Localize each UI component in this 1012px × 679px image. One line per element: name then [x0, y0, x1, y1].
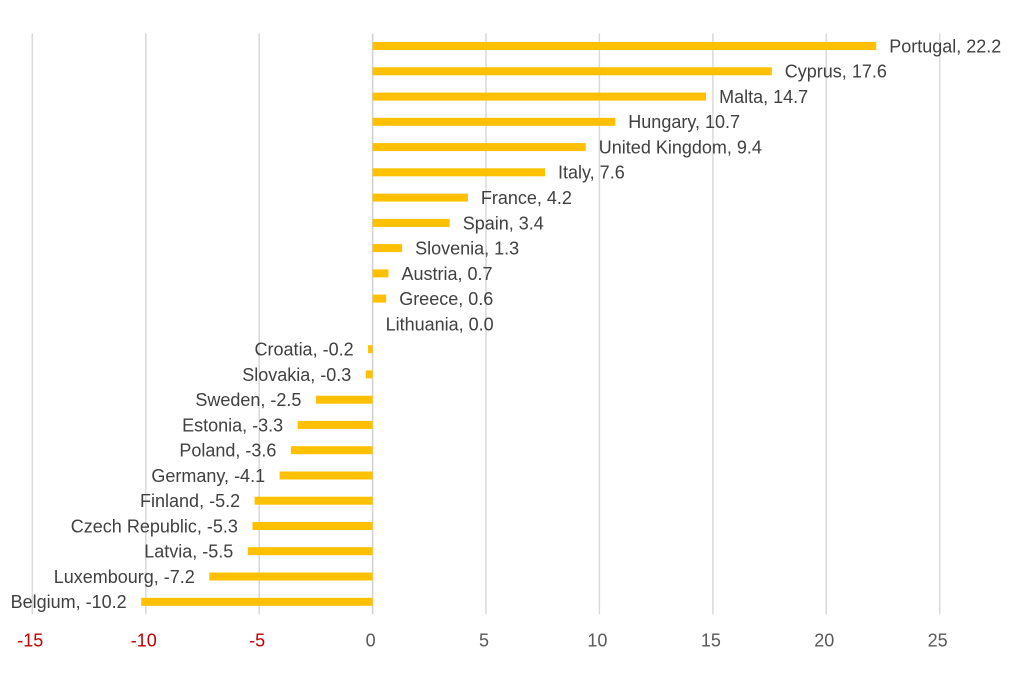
svg-text:Croatia, -0.2: Croatia, -0.2: [255, 340, 354, 360]
svg-text:France, 4.2: France, 4.2: [481, 188, 572, 208]
svg-text:Belgium, -10.2: Belgium, -10.2: [11, 592, 127, 612]
svg-text:Luxembourg, -7.2: Luxembourg, -7.2: [54, 567, 195, 587]
svg-text:-5: -5: [249, 631, 265, 651]
svg-text:Latvia, -5.5: Latvia, -5.5: [144, 542, 233, 562]
svg-text:Lithuania, 0.0: Lithuania, 0.0: [386, 314, 494, 334]
svg-text:Cyprus, 17.6: Cyprus, 17.6: [785, 62, 887, 82]
svg-text:Hungary, 10.7: Hungary, 10.7: [628, 112, 740, 132]
svg-text:Finland, -5.2: Finland, -5.2: [140, 491, 240, 511]
svg-text:5: 5: [479, 631, 489, 651]
svg-text:Germany, -4.1: Germany, -4.1: [151, 466, 265, 486]
svg-text:20: 20: [814, 631, 834, 651]
svg-text:Portugal, 22.2: Portugal, 22.2: [889, 36, 1001, 56]
svg-text:United Kingdom, 9.4: United Kingdom, 9.4: [599, 138, 762, 158]
svg-text:Malta, 14.7: Malta, 14.7: [719, 87, 808, 107]
svg-text:-10: -10: [131, 631, 157, 651]
svg-text:15: 15: [701, 631, 721, 651]
svg-text:Poland, -3.6: Poland, -3.6: [179, 441, 276, 461]
svg-text:Austria, 0.7: Austria, 0.7: [402, 264, 493, 284]
svg-text:Sweden, -2.5: Sweden, -2.5: [195, 390, 301, 410]
svg-text:-15: -15: [17, 631, 43, 651]
svg-text:Slovakia, -0.3: Slovakia, -0.3: [242, 365, 351, 385]
svg-text:25: 25: [928, 631, 948, 651]
svg-text:Spain, 3.4: Spain, 3.4: [463, 213, 544, 233]
svg-text:Greece, 0.6: Greece, 0.6: [399, 289, 493, 309]
svg-text:0: 0: [366, 631, 376, 651]
svg-text:Czech Republic, -5.3: Czech Republic, -5.3: [71, 516, 238, 536]
svg-text:Italy, 7.6: Italy, 7.6: [558, 163, 625, 183]
svg-text:Slovenia, 1.3: Slovenia, 1.3: [415, 239, 519, 259]
svg-text:Estonia, -3.3: Estonia, -3.3: [182, 415, 283, 435]
svg-text:10: 10: [587, 631, 607, 651]
